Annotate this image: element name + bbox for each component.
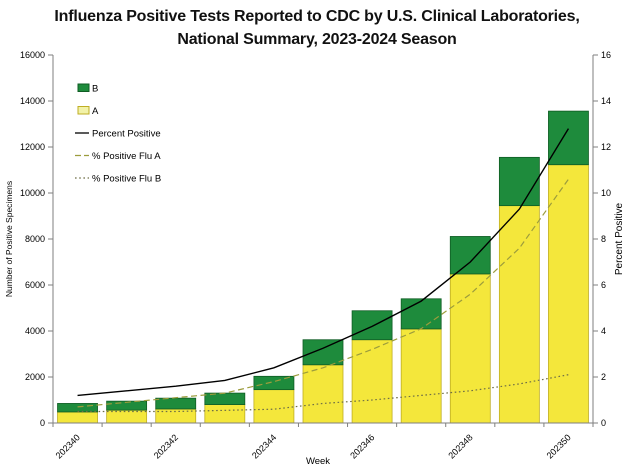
bar-a-202346 — [351, 339, 393, 424]
x-tick-label: 202340 — [54, 432, 82, 460]
legend-swatch-a — [77, 106, 90, 115]
bar-b-202349 — [498, 156, 540, 207]
y-left-tick-label: 2000 — [25, 372, 45, 382]
bar-a-202350 — [548, 164, 589, 424]
x-tick-label: 202346 — [348, 432, 376, 460]
chart-title-line1: Influenza Positive Tests Reported to CDC… — [54, 8, 580, 25]
legend-item--positive-flu-a: % Positive Flu A — [75, 151, 161, 162]
y-left-tick-label: 14000 — [20, 96, 45, 106]
legend-swatch-b — [77, 83, 90, 92]
bar-b-202344 — [253, 375, 295, 391]
legend-item-b: B — [77, 83, 98, 95]
y-right-tick-label: 8 — [601, 234, 606, 244]
y-left-tick-label: 4000 — [25, 326, 45, 336]
y-right-tick-label: 0 — [601, 418, 606, 428]
y-axis-left-title: Number of Positive Specimens — [4, 181, 14, 297]
bar-b-202348 — [449, 236, 491, 275]
bar-a-202347 — [400, 328, 442, 424]
bars-group — [57, 110, 589, 424]
y-left-tick-label: 10000 — [20, 188, 45, 198]
chart-title-line2: National Summary, 2023-2024 Season — [177, 31, 457, 48]
legend-item--positive-flu-a-label: % Positive Flu A — [92, 151, 161, 162]
-positive-flu-a-line — [77, 178, 569, 408]
y-left-tick-label: 12000 — [20, 142, 45, 152]
bar-a-202343 — [204, 404, 246, 424]
bar-a-202349 — [498, 205, 540, 424]
y-left-tick-label: 6000 — [25, 280, 45, 290]
bar-a-202344 — [253, 389, 295, 424]
y-right-tick-label: 6 — [601, 280, 606, 290]
legend-item--positive-flu-b-label: % Positive Flu B — [92, 174, 161, 185]
x-axis-title: Week — [306, 456, 330, 467]
x-tick-label: 202344 — [250, 432, 278, 460]
bar-b-202341 — [106, 400, 148, 411]
x-tick-label: 202342 — [152, 432, 180, 460]
y-left-tick-label: 16000 — [20, 50, 45, 60]
bar-a-202345 — [302, 364, 344, 424]
bar-b-202340 — [57, 403, 98, 413]
legend-item-percent-positive-label: Percent Positive — [92, 129, 161, 140]
y-right-tick-label: 14 — [601, 96, 611, 106]
y-right-tick-label: 10 — [601, 188, 611, 198]
legend-item-a-label: A — [92, 106, 99, 117]
x-tick-label: 202348 — [446, 432, 474, 460]
legend: BA Percent Positive % Positive Flu A % Posi… — [75, 83, 161, 185]
bar-a-202340 — [57, 411, 98, 424]
bar-b-202347 — [400, 298, 442, 330]
y-right-tick-label: 4 — [601, 326, 606, 336]
percent-positive-line — [77, 128, 570, 397]
chart-title: Influenza Positive Tests Reported to CDC… — [0, 5, 634, 51]
bar-b-202350 — [548, 110, 589, 166]
y-left-tick-label: 8000 — [25, 234, 45, 244]
y-axis-right-title: Percent Positive — [614, 202, 625, 275]
legend-item--positive-flu-b: % Positive Flu B — [75, 174, 161, 185]
y-left-tick-label: 0 — [40, 418, 45, 428]
bar-a-202348 — [449, 273, 491, 424]
legend-item-b-label: B — [92, 84, 98, 95]
y-right-tick-label: 12 — [601, 142, 611, 152]
legend-item-a: A — [77, 106, 99, 117]
x-tick-label: 202350 — [545, 432, 573, 460]
bar-b-202346 — [351, 310, 393, 341]
y-right-tick-label: 2 — [601, 372, 606, 382]
bar-b-202342 — [155, 397, 197, 410]
legend-item-percent-positive: Percent Positive — [75, 129, 161, 140]
y-right-tick-label: 16 — [601, 50, 611, 60]
bar-b-202345 — [302, 339, 344, 366]
